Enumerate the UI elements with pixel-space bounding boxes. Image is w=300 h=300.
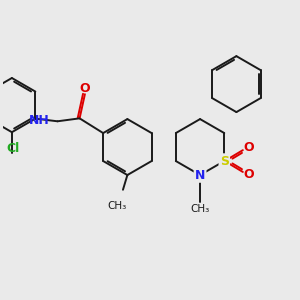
Text: O: O [243, 168, 254, 181]
Text: CH₃: CH₃ [190, 204, 210, 214]
Text: NH: NH [28, 114, 49, 127]
Text: O: O [243, 141, 254, 154]
Text: CH₃: CH₃ [107, 201, 127, 211]
Text: N: N [195, 169, 205, 182]
Text: Cl: Cl [7, 142, 20, 154]
Text: S: S [220, 154, 229, 167]
Text: O: O [80, 82, 90, 95]
